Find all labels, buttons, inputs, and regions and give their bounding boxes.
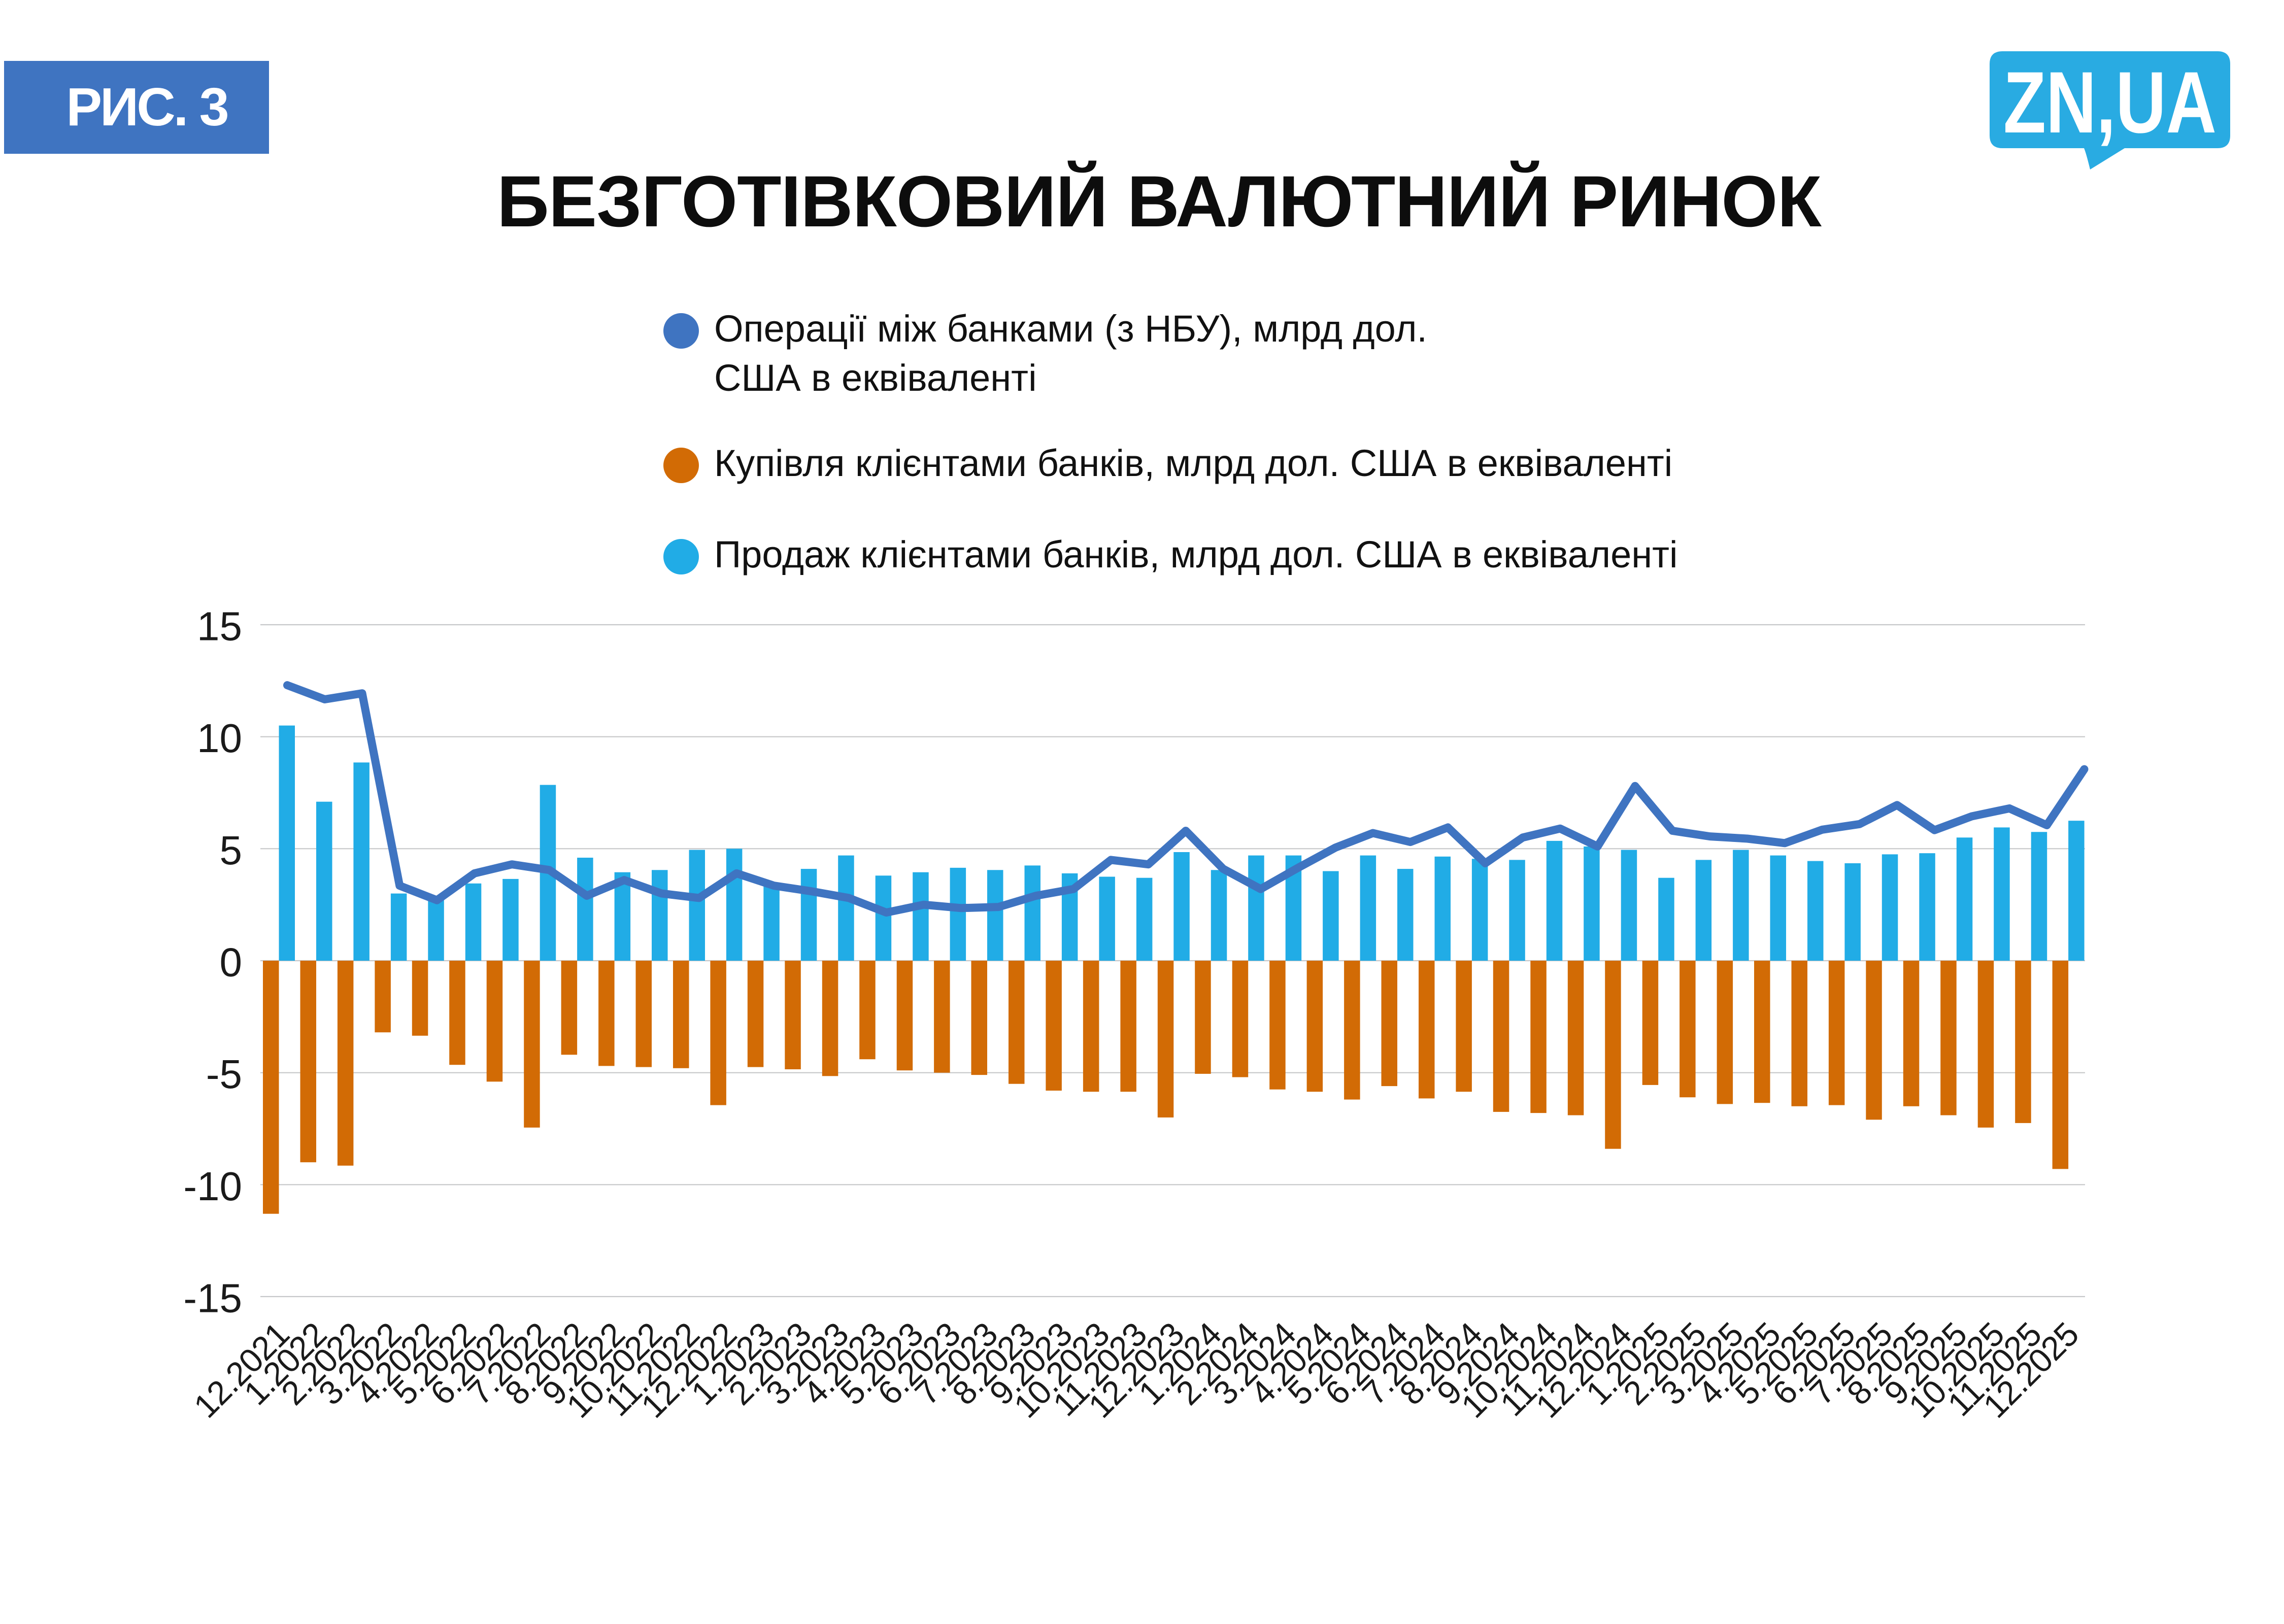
svg-text:ZN,UA: ZN,UA	[2003, 54, 2216, 151]
svg-text:-15: -15	[183, 1275, 242, 1321]
svg-text:0: 0	[220, 940, 243, 985]
svg-text:-10: -10	[183, 1164, 242, 1209]
svg-text:-5: -5	[206, 1052, 242, 1097]
svg-text:15: 15	[197, 604, 242, 649]
svg-text:5: 5	[220, 828, 243, 873]
svg-text:10: 10	[197, 716, 242, 761]
